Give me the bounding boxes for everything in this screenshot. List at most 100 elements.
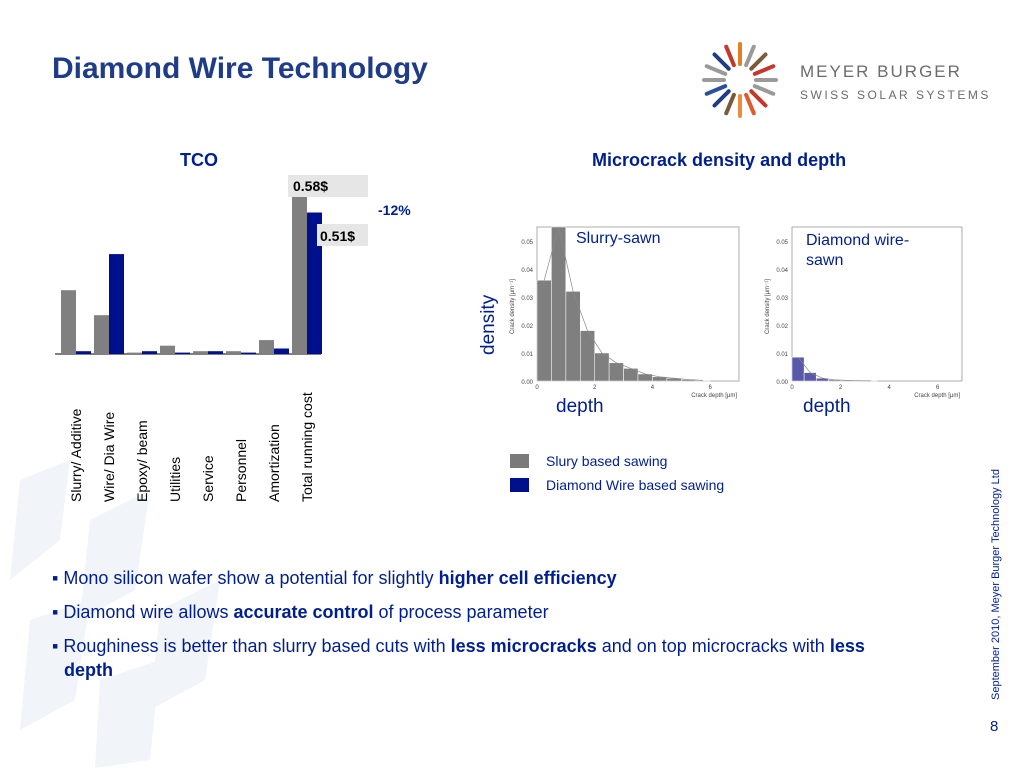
tco-category-label: Wire/ Dia Wire	[101, 412, 117, 502]
bullet-item: ▪ Roughiness is better than slurry based…	[52, 636, 865, 680]
page-number: 8	[990, 718, 999, 735]
slurry-sawn-label: Slurry-sawn	[576, 230, 661, 247]
hist-xtick: 0	[535, 385, 539, 391]
logo-tagline: SWISS SOLAR SYSTEMS	[800, 88, 991, 102]
diamond-total-label: 0.51$	[320, 228, 355, 244]
bullet-list: ▪ Mono silicon wafer show a potential fo…	[52, 566, 932, 692]
logo-ray	[749, 89, 768, 108]
hist-bar	[791, 356, 805, 382]
tco-bar-chart: Slurry/ Additive Wire/ Dia Wire Epoxy/ bea…	[55, 175, 411, 502]
logo-ray	[712, 89, 731, 108]
hist-ytick: 0.05	[521, 240, 533, 246]
hist-bar	[594, 352, 610, 382]
logo-ray	[704, 84, 728, 96]
legend-label-slurry: Slury based sawing	[546, 453, 668, 469]
tco-category-label: Service	[200, 455, 216, 502]
meyer-burger-logo	[702, 42, 778, 118]
hist-xtick: 4	[651, 385, 655, 391]
hist-ytick: 0.02	[776, 324, 788, 330]
hist-bar	[608, 362, 624, 382]
hist-xtick: 4	[887, 385, 891, 391]
tco-bar-diamond	[274, 348, 289, 354]
tco-bar-diamond	[142, 351, 157, 354]
slurry-total-box	[288, 175, 368, 197]
hist-ylabel: Crack density [μm⁻¹]	[765, 279, 771, 334]
logo-ray	[712, 52, 731, 71]
diamond-sawn-line2: sawn	[806, 252, 844, 269]
tco-bar-slurry	[259, 340, 274, 354]
hist-ytick: 0.03	[521, 296, 533, 302]
microcrack-heading: Microcrack density and depth	[592, 150, 847, 170]
logo-ray	[724, 44, 736, 68]
hist-ytick: 0.04	[776, 268, 788, 274]
slurry-total-label: 0.58$	[293, 178, 328, 194]
slide-title: Diamond Wire Technology	[52, 52, 428, 85]
hist-ytick: 0.01	[776, 352, 788, 358]
tco-bar-slurry	[127, 352, 142, 354]
hist-trend-line	[543, 226, 703, 381]
hist-trend-line	[797, 356, 871, 382]
hist-xtick: 2	[839, 385, 843, 391]
diamond-sawn-label: Diamond wire- sawn	[806, 231, 909, 271]
logo-ray	[752, 84, 776, 96]
hist-ytick: 0.03	[776, 296, 788, 302]
depth-label-diamond: depth	[803, 396, 851, 417]
logo-ray	[744, 44, 756, 68]
hist-ytick: 0.00	[521, 380, 533, 386]
footer-text: September 2010, Meyer Burger Technology …	[990, 469, 1002, 700]
logo-ray	[724, 92, 736, 116]
hist-xtick: 6	[708, 385, 712, 391]
legend-label-diamond: Diamond Wire based sawing	[546, 477, 725, 493]
hist-bar	[536, 279, 552, 382]
tco-bar-diamond	[307, 212, 322, 354]
legend-item-diamond: Diamond Wire based sawing	[510, 477, 724, 493]
background-decoration	[10, 460, 220, 768]
diamond-histogram: 0.00 0.01 0.02 0.03 0.04 0.05 0 2 4 6 Crack depth …	[765, 226, 963, 399]
tco-bar-diamond	[175, 352, 190, 354]
legend-swatch-slurry	[510, 454, 529, 468]
bullet-item: ▪ Mono silicon wafer show a potential fo…	[52, 568, 617, 588]
tco-bar-slurry	[94, 315, 109, 354]
tco-bar-diamond	[109, 254, 124, 354]
tco-category-label: Slurry/ Additive	[68, 408, 84, 502]
diamond-sawn-line1: Diamond wire-	[806, 232, 910, 249]
hist-xtick: 6	[936, 385, 940, 391]
tco-heading: TCO	[180, 150, 218, 170]
tco-bar-diamond	[241, 352, 256, 354]
hist-ytick: 0.04	[521, 268, 533, 274]
logo-name: MEYER BURGER	[800, 62, 962, 81]
tco-category-label: Epoxy/ beam	[134, 420, 150, 502]
change-label: -12%	[378, 202, 411, 218]
tco-bar-slurry	[292, 193, 307, 354]
legend-item-slurry: Slury based sawing	[510, 453, 667, 469]
legend-swatch-diamond	[510, 478, 529, 492]
hist-ytick: 0.01	[521, 352, 533, 358]
tco-category-label: Personnel	[233, 439, 249, 502]
bullet-item: ▪ Diamond wire allows accurate control o…	[52, 602, 549, 622]
tco-bar-slurry	[61, 290, 76, 354]
logo-ray	[704, 64, 728, 76]
hist-bar	[695, 380, 711, 382]
hist-bar	[803, 372, 817, 382]
tco-bar-diamond	[208, 351, 223, 354]
tco-category-label: Amortization	[266, 424, 282, 502]
logo-ray	[749, 52, 768, 71]
tco-bar-diamond	[76, 351, 91, 354]
hist-xtick: 2	[593, 385, 597, 391]
hist-ylabel: Crack density [μm⁻¹]	[510, 279, 516, 334]
hist-xlabel: Crack depth [μm]	[914, 393, 960, 399]
hist-xlabel: Crack depth [μm]	[691, 393, 737, 399]
tco-category-label: Total running cost	[299, 392, 315, 502]
tco-bar-slurry	[226, 351, 241, 354]
tco-bar-slurry	[160, 345, 175, 354]
tco-bar-slurry	[193, 351, 208, 354]
hist-ytick: 0.05	[776, 240, 788, 246]
hist-ytick: 0.00	[776, 380, 788, 386]
diamond-total-box	[317, 224, 368, 246]
logo-ray	[752, 64, 776, 76]
hist-ytick: 0.02	[521, 324, 533, 330]
slurry-histogram: 0.00 0.01 0.02 0.03 0.04 0.05 0 2 4 6 Crack depth …	[510, 226, 740, 399]
tco-category-label: Utilities	[167, 457, 183, 502]
logo-ray	[744, 92, 756, 116]
depth-label-slurry: depth	[556, 396, 604, 417]
